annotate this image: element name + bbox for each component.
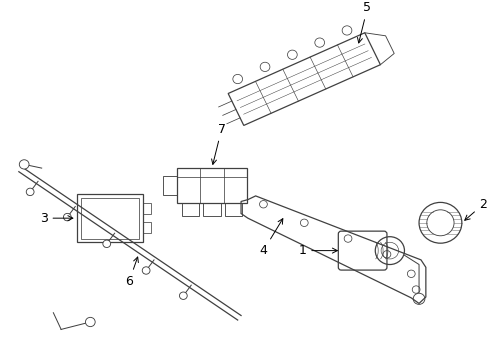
Bar	[224, 203, 242, 216]
Bar	[203, 203, 220, 216]
Circle shape	[19, 160, 29, 169]
Bar	[177, 168, 247, 203]
Circle shape	[85, 318, 95, 327]
Bar	[163, 176, 177, 195]
Text: 5: 5	[358, 1, 371, 43]
Text: 7: 7	[212, 123, 225, 165]
Circle shape	[179, 292, 187, 300]
Text: 4: 4	[260, 219, 283, 257]
Bar	[143, 222, 150, 233]
Circle shape	[64, 213, 71, 221]
Circle shape	[142, 267, 150, 274]
Text: 6: 6	[125, 257, 138, 288]
Bar	[143, 203, 150, 215]
Text: 1: 1	[298, 244, 338, 257]
Bar	[77, 194, 143, 242]
Text: 3: 3	[40, 212, 73, 225]
Circle shape	[103, 240, 111, 248]
Text: 2: 2	[465, 198, 487, 220]
Bar	[182, 203, 199, 216]
Circle shape	[26, 188, 34, 195]
Bar	[80, 198, 139, 239]
